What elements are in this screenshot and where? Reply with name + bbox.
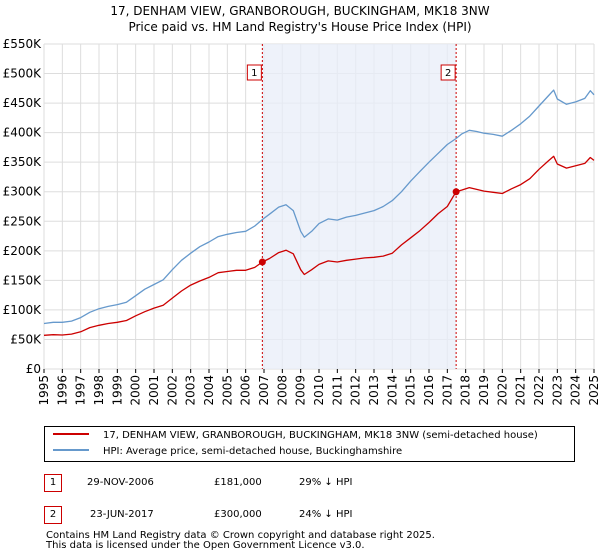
x-tick-label: 2006 bbox=[239, 375, 253, 406]
x-tick-label: 2024 bbox=[569, 375, 583, 406]
sale-hpi-2: 24% ↓ HPI bbox=[299, 509, 353, 520]
series-line-property bbox=[43, 155, 595, 336]
x-tick-label: 2016 bbox=[422, 375, 436, 406]
x-tick-label: 2023 bbox=[550, 375, 564, 406]
y-tick-label: £50K bbox=[10, 332, 42, 346]
x-tick-label: 2021 bbox=[514, 375, 528, 406]
y-tick-label: £200K bbox=[3, 244, 43, 258]
x-tick-label: 2020 bbox=[495, 375, 509, 406]
x-tick-label: 2004 bbox=[202, 375, 216, 406]
sale-price-2: £300,000 bbox=[214, 509, 262, 520]
y-tick-label: £550K bbox=[3, 37, 43, 51]
x-tick-label: 2000 bbox=[129, 375, 143, 406]
x-tick-label: 2025 bbox=[587, 375, 600, 406]
x-tick-label: 2005 bbox=[220, 375, 234, 406]
y-tick-label: £100K bbox=[3, 303, 43, 317]
x-tick-label: 2007 bbox=[257, 375, 271, 406]
x-tick-label: 2022 bbox=[532, 375, 546, 406]
x-tick-label: 1997 bbox=[74, 375, 88, 406]
y-tick-label: £400K bbox=[3, 126, 43, 140]
sale-flag-1 bbox=[246, 64, 262, 81]
x-tick-label: 2011 bbox=[330, 375, 344, 406]
legend-item-property: 17, DENHAM VIEW, GRANBOROUGH, BUCKINGHAM… bbox=[53, 428, 538, 444]
title-line-1: 17, DENHAM VIEW, GRANBOROUGH, BUCKINGHAM… bbox=[110, 4, 490, 18]
x-tick-label: 1998 bbox=[92, 375, 106, 406]
x-tick-label: 2003 bbox=[184, 375, 198, 406]
x-tick-label: 2012 bbox=[349, 375, 363, 406]
sale-point-2 bbox=[452, 188, 460, 196]
series-lines bbox=[43, 89, 595, 336]
legend-label-property: 17, DENHAM VIEW, GRANBOROUGH, BUCKINGHAM… bbox=[103, 430, 538, 441]
y-tick-label: £350K bbox=[3, 155, 43, 169]
footer-line-1: Contains HM Land Registry data © Crown c… bbox=[46, 530, 435, 541]
footer: Contains HM Land Registry data © Crown c… bbox=[46, 531, 435, 551]
x-tick-label: 2008 bbox=[275, 375, 289, 406]
series-line-hpi bbox=[43, 89, 595, 325]
chart-title: 17, DENHAM VIEW, GRANBOROUGH, BUCKINGHAM… bbox=[0, 3, 600, 35]
footer-line-2: This data is licensed under the Open Gov… bbox=[46, 540, 365, 551]
y-tick-label: £500K bbox=[3, 67, 43, 81]
legend-swatch-hpi bbox=[53, 449, 89, 451]
x-tick-label: 2014 bbox=[385, 375, 399, 406]
title-line-2: Price paid vs. HM Land Registry's House … bbox=[128, 20, 472, 34]
x-tick-label: 2019 bbox=[477, 375, 491, 406]
sale-flag-2 bbox=[440, 64, 456, 81]
y-tick-label: £450K bbox=[3, 96, 43, 110]
x-tick-label: 2013 bbox=[367, 375, 381, 406]
sale-hpi-1: 29% ↓ HPI bbox=[299, 477, 353, 488]
sale-badge-2: 2 bbox=[44, 506, 62, 524]
y-axis: £0 £50K £100K £150K £200K £250K £300K £350K £400… bbox=[3, 37, 43, 376]
y-tick-label: £300K bbox=[3, 185, 43, 199]
x-tick-label: 1995 bbox=[37, 375, 51, 406]
sale-badge-1: 1 bbox=[44, 474, 62, 492]
x-tick-label: 2002 bbox=[165, 375, 179, 406]
sale-price-1: £181,000 bbox=[214, 477, 262, 488]
y-tick-label: £150K bbox=[3, 273, 43, 287]
x-axis: 1995 1996 1997 1998 1999 2000 2001 2002 2003 2004… bbox=[37, 369, 600, 406]
x-tick-label: 2001 bbox=[147, 375, 161, 406]
legend-swatch-property bbox=[53, 433, 89, 435]
sale-point-1 bbox=[258, 258, 266, 266]
sale-date-2: 23-JUN-2017 bbox=[90, 509, 154, 520]
sale-flag-label-1: 1 bbox=[251, 68, 257, 79]
legend-item-hpi: HPI: Average price, semi-detached house,… bbox=[53, 444, 402, 460]
sale-flag-label-2: 2 bbox=[445, 68, 451, 79]
sale-date-1: 29-NOV-2006 bbox=[87, 477, 154, 488]
legend: 17, DENHAM VIEW, GRANBOROUGH, BUCKINGHAM… bbox=[44, 426, 575, 462]
x-tick-label: 1999 bbox=[110, 375, 124, 406]
x-tick-label: 2009 bbox=[294, 375, 308, 406]
x-tick-label: 2017 bbox=[440, 375, 454, 406]
y-tick-label: £250K bbox=[3, 214, 43, 228]
x-tick-label: 2010 bbox=[312, 375, 326, 406]
x-tick-label: 2015 bbox=[404, 375, 418, 406]
ownership-shade-rect bbox=[262, 44, 457, 369]
ownership-shade bbox=[261, 44, 457, 369]
x-tick-label: 2018 bbox=[459, 375, 473, 406]
y-tick-label: £0 bbox=[26, 362, 41, 376]
x-tick-label: 1996 bbox=[55, 375, 69, 406]
legend-label-hpi: HPI: Average price, semi-detached house,… bbox=[103, 446, 403, 457]
